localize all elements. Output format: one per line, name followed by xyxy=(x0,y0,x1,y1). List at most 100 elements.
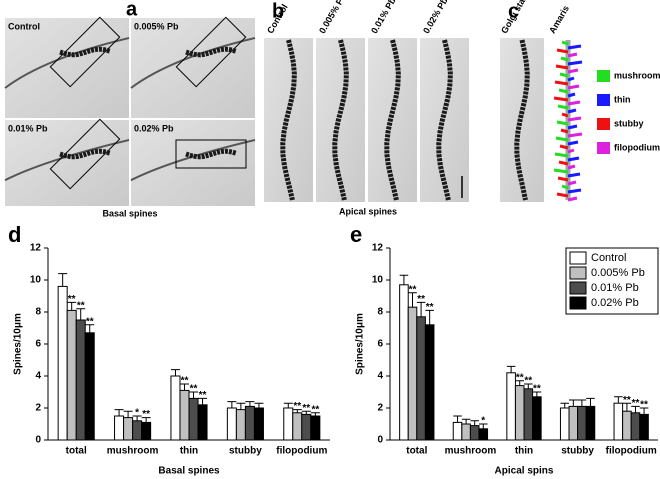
error-bar xyxy=(622,402,632,412)
image-label: Amaris xyxy=(547,4,571,35)
significance: ** xyxy=(426,302,434,313)
image-label: Control xyxy=(265,2,290,35)
neuron-branch xyxy=(4,139,130,182)
bar xyxy=(399,284,409,441)
dendrite xyxy=(332,39,349,201)
bar xyxy=(75,319,86,441)
spine xyxy=(567,68,579,74)
spine xyxy=(561,40,569,46)
image-label: 0.01% Pb xyxy=(369,0,398,35)
spine xyxy=(567,196,578,202)
spine xyxy=(567,100,581,106)
image-label: Golgi stain xyxy=(499,0,531,35)
y-tick-label: 10 xyxy=(30,275,42,286)
y-tick-label: 8 xyxy=(35,307,41,318)
panel-letter: e xyxy=(350,222,362,247)
error-bar xyxy=(245,401,255,407)
x-tick-label: stubby xyxy=(229,446,262,457)
significance: * xyxy=(481,416,485,427)
bar xyxy=(244,405,255,441)
spine xyxy=(554,80,569,86)
bar xyxy=(283,407,294,441)
legend-label: thin xyxy=(614,94,631,104)
error-bar xyxy=(453,415,462,423)
spine xyxy=(567,60,583,66)
panel-letter: c xyxy=(508,0,519,22)
error-bar xyxy=(198,397,208,405)
spine xyxy=(559,72,569,78)
x-axis-title: Apical spins xyxy=(495,466,554,477)
spine xyxy=(567,44,582,50)
error-bar xyxy=(132,415,142,421)
dendrite xyxy=(280,39,297,201)
neuron-branch xyxy=(130,139,256,182)
error-bar xyxy=(577,399,587,407)
spine xyxy=(567,84,580,90)
significance: ** xyxy=(68,294,76,305)
error-bar xyxy=(67,301,77,311)
x-tick-label: filopodium xyxy=(606,446,657,457)
spine xyxy=(555,136,569,142)
bar xyxy=(188,397,199,441)
error-bar xyxy=(569,399,578,407)
error-bar xyxy=(301,410,311,415)
legend-swatch xyxy=(569,266,587,280)
error-bar xyxy=(416,301,426,317)
spine xyxy=(556,192,569,198)
legend-swatch xyxy=(597,118,610,130)
bar xyxy=(170,375,181,441)
roi-box xyxy=(175,16,247,88)
dendrite xyxy=(59,46,111,58)
spine xyxy=(567,164,576,170)
error-bar xyxy=(58,273,68,287)
error-bar xyxy=(515,380,524,386)
y-tick-label: 6 xyxy=(377,339,383,350)
spine xyxy=(556,120,569,126)
image-label: 0.005% Pb xyxy=(134,21,179,31)
bar xyxy=(469,425,480,441)
bar xyxy=(301,413,312,441)
error-bar xyxy=(560,402,570,408)
spine xyxy=(553,168,569,174)
significance: ** xyxy=(86,316,94,327)
image-label: 0.005% Pb xyxy=(317,0,348,35)
legend-swatch xyxy=(597,142,610,154)
bar xyxy=(292,412,303,441)
y-tick-label: 12 xyxy=(372,243,384,254)
error-bar xyxy=(506,365,516,373)
bar xyxy=(630,412,641,441)
bar xyxy=(532,396,542,441)
legend-swatch xyxy=(597,70,610,82)
error-bar xyxy=(631,405,640,413)
error-bar xyxy=(461,418,471,424)
bar xyxy=(123,417,134,441)
bar xyxy=(568,405,579,441)
spine xyxy=(560,56,569,62)
error-bar xyxy=(532,391,542,397)
bar xyxy=(226,407,237,441)
error-bar xyxy=(470,420,479,426)
bar xyxy=(57,285,68,441)
spine xyxy=(567,76,575,82)
error-bar xyxy=(227,401,237,408)
bar xyxy=(141,421,152,441)
x-tick-label: stubby xyxy=(561,446,594,457)
spine xyxy=(567,188,582,194)
y-tick-label: 0 xyxy=(377,435,383,446)
bar xyxy=(506,372,516,441)
bar xyxy=(461,423,471,441)
spine xyxy=(567,180,577,186)
spine xyxy=(558,160,569,166)
y-tick-label: 2 xyxy=(377,403,383,414)
legend-label: 0.02% Pb xyxy=(591,297,639,309)
bar xyxy=(310,415,321,441)
legend-swatch xyxy=(569,281,587,295)
legend-swatch xyxy=(597,94,610,106)
bar xyxy=(66,309,77,441)
legend-swatch xyxy=(569,296,587,310)
spine xyxy=(561,112,569,118)
micrograph xyxy=(131,18,255,118)
spine xyxy=(561,184,569,190)
dendrite xyxy=(436,39,453,201)
